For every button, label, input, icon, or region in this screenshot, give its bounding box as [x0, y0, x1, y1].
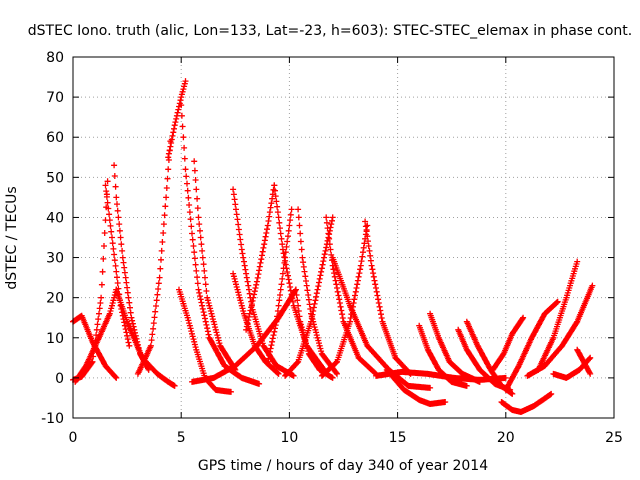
grid-layer	[73, 57, 614, 418]
data-point-markers	[524, 282, 596, 379]
data-point-markers	[111, 162, 152, 373]
series-sat-AH	[524, 282, 596, 379]
y-tick-label: 0	[55, 371, 64, 387]
data-point-markers	[295, 206, 340, 377]
data-point-markers	[489, 314, 527, 373]
data-point-markers	[502, 298, 561, 393]
data-point-markers	[373, 368, 509, 383]
series-sat-AF	[502, 298, 561, 393]
series-sat-AE	[489, 314, 527, 373]
data-point-markers	[498, 390, 555, 415]
tick-layer: 0 5 10 15 20 25 -10 0 10 20 30 40 50 60 70 80	[41, 50, 623, 446]
plot-frame	[72, 56, 615, 419]
data-layer	[70, 78, 596, 415]
data-point-markers	[191, 158, 239, 373]
series-sat-AD	[498, 390, 555, 415]
series-sat-B	[111, 162, 152, 373]
series-sat-I	[178, 102, 263, 387]
series-sat-N	[243, 182, 278, 333]
x-tick-label: 0	[69, 430, 78, 446]
data-point-markers	[383, 366, 449, 407]
series-sat-S	[189, 286, 299, 385]
data-point-markers	[574, 346, 594, 377]
y-tick-label: 40	[46, 210, 64, 226]
series-sat-AJ	[574, 346, 594, 377]
series-sat-P	[295, 206, 340, 377]
x-tick-label: 20	[497, 430, 515, 446]
y-tick-label: 30	[46, 251, 64, 267]
y-tick-label: 50	[46, 170, 64, 186]
data-point-markers	[134, 138, 174, 377]
y-tick-label: 60	[46, 130, 64, 146]
series-sat-V	[282, 214, 336, 379]
y-tick-label: 80	[46, 50, 64, 66]
chart-title: dSTEC Iono. truth (alic, Lon=133, Lat=-2…	[28, 23, 632, 39]
series-sat-H	[165, 78, 189, 161]
x-tick-label: 25	[605, 430, 623, 446]
data-point-markers	[72, 286, 120, 385]
x-tick-label: 10	[280, 430, 298, 446]
y-tick-label: 70	[46, 90, 64, 106]
series-sat-R	[362, 218, 414, 377]
data-point-markers	[178, 102, 263, 387]
series-sat-Y	[383, 366, 449, 407]
y-axis-label: dSTEC / TECUs	[4, 186, 20, 289]
x-axis-label: GPS time / hours of day 340 of year 2014	[198, 458, 488, 474]
series-sat-U	[264, 206, 295, 365]
data-point-markers	[264, 206, 295, 365]
x-tick-label: 5	[177, 430, 186, 446]
data-point-markers	[165, 78, 189, 161]
series-sat-E	[72, 286, 120, 385]
y-tick-label: 10	[46, 331, 64, 347]
x-tick-label: 15	[389, 430, 407, 446]
y-tick-label: 20	[46, 291, 64, 307]
data-point-markers	[243, 182, 278, 333]
series-sat-J	[191, 158, 239, 373]
y-tick-label: -10	[41, 411, 64, 427]
data-point-markers	[282, 214, 336, 379]
series-sat-G	[134, 138, 174, 377]
data-point-markers	[189, 286, 299, 385]
series-sat-AK	[373, 368, 509, 383]
data-point-markers	[362, 218, 414, 377]
